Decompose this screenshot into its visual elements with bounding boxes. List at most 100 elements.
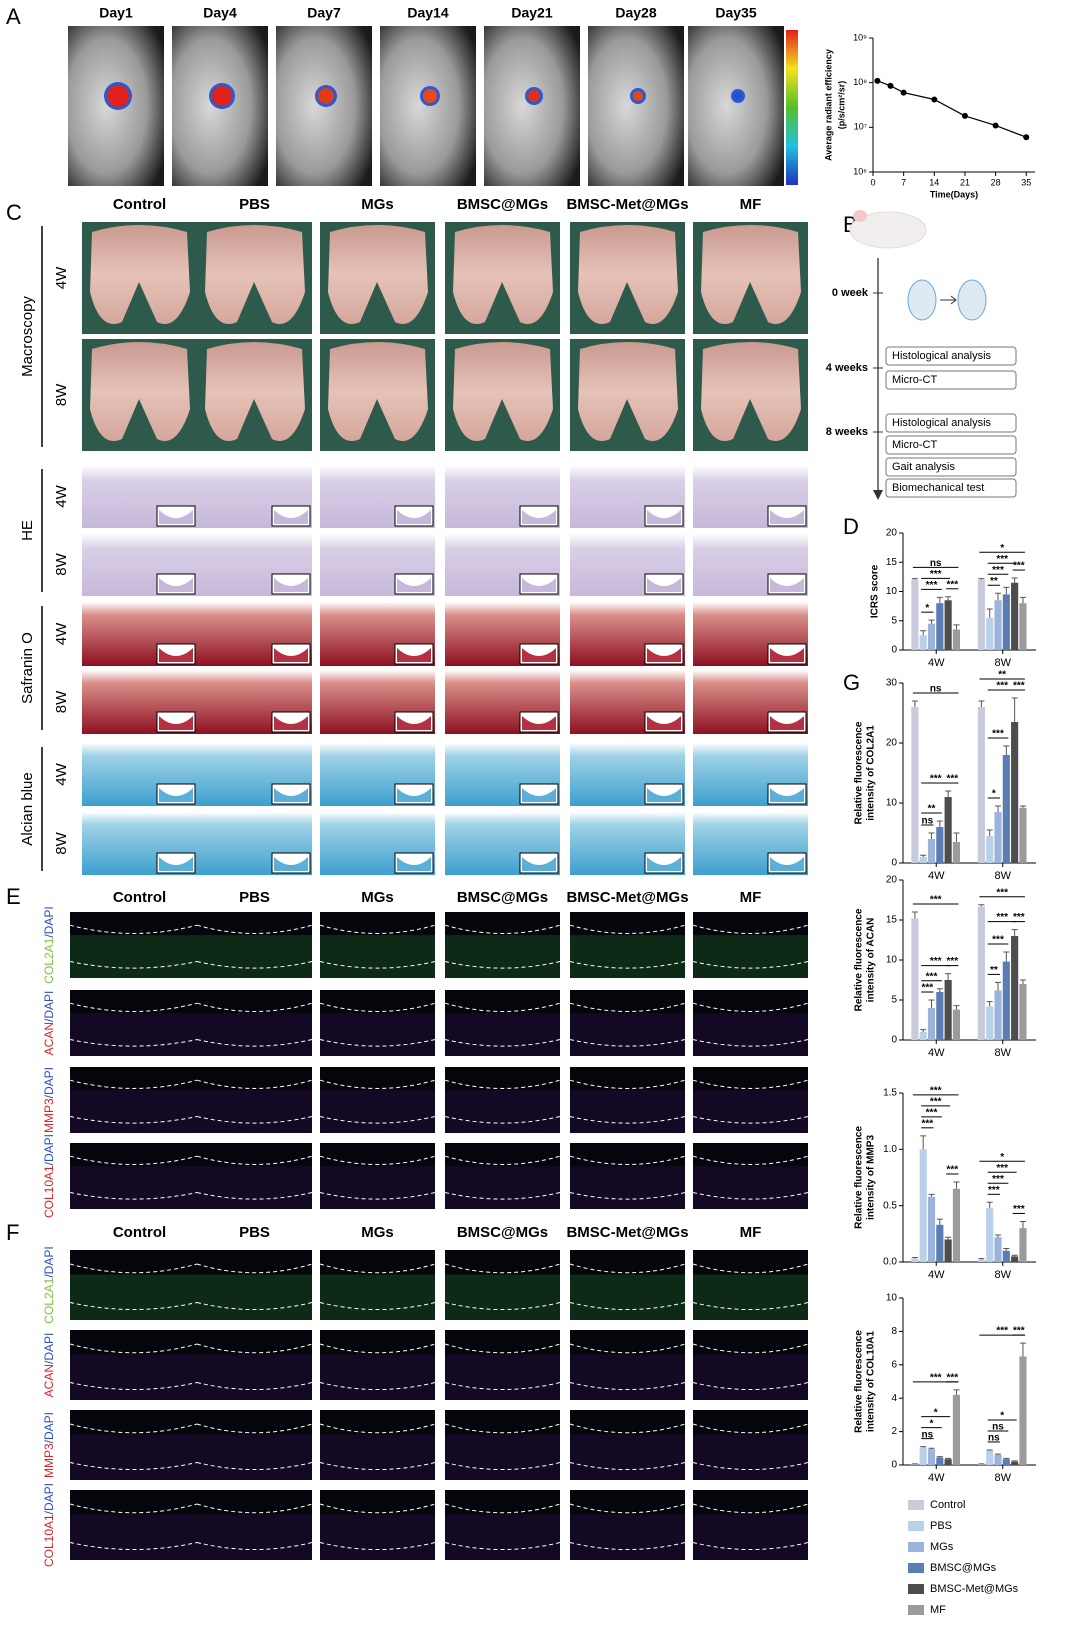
knee-icon [958, 280, 986, 320]
y-tick-label: 4 [891, 1393, 897, 1404]
day-label: Day21 [511, 5, 552, 21]
tissue-glow [70, 1275, 197, 1321]
x-tick-label: 0 [870, 177, 875, 187]
y-axis-label: Relative fluorescence [854, 1330, 865, 1433]
point [931, 96, 937, 102]
significance-label: *** [930, 956, 942, 967]
significance-label: *** [992, 1174, 1004, 1185]
legend-label: Control [930, 1499, 965, 1511]
ivis-image [588, 26, 684, 186]
time-label: 4W [53, 762, 70, 785]
panel-label: E [6, 884, 21, 909]
error-bar [1012, 1255, 1018, 1256]
tissue-glow [445, 1515, 560, 1561]
bar [936, 1457, 943, 1465]
y-tick-label: 30 [886, 678, 898, 689]
error-bar [1020, 1343, 1026, 1356]
bar [920, 635, 927, 650]
tissue-glow [693, 1166, 808, 1209]
bar [978, 1260, 985, 1262]
bar [911, 1259, 918, 1262]
tissue-glow [70, 1515, 197, 1561]
error-bar [945, 791, 951, 797]
column-header: MGs [361, 889, 394, 906]
bar [978, 906, 985, 1040]
bar [953, 630, 960, 650]
column-header: MF [740, 196, 762, 213]
significance-label: ns [930, 684, 942, 695]
stain-marker: COL10A1 [42, 1165, 56, 1218]
tissue-glow [693, 1435, 808, 1481]
error-bar [978, 579, 984, 580]
tissue-glow [693, 1355, 808, 1401]
column-header: BMSC-Met@MGs [566, 1224, 688, 1241]
bar [1019, 1356, 1026, 1465]
y-axis-label: intensity of COL10A1 [866, 1331, 877, 1433]
legend-swatch [908, 1521, 924, 1531]
tissue-glow [197, 1435, 312, 1481]
legend-label: BMSC-Met@MGs [930, 1583, 1019, 1595]
y-tick-label: 10⁶ [853, 166, 867, 176]
error-bar [953, 1390, 959, 1395]
error-bar [978, 701, 984, 707]
error-bar [937, 1457, 943, 1458]
y-tick-label: 20 [886, 528, 898, 539]
ivis-image [484, 26, 580, 186]
bar [1019, 984, 1026, 1040]
error-bar [953, 1006, 959, 1010]
error-bar [945, 1458, 951, 1459]
significance-label: *** [926, 580, 938, 591]
point [874, 78, 880, 84]
bar [986, 618, 993, 650]
tissue-glow [693, 1090, 808, 1133]
error-bar [1020, 597, 1026, 603]
significance-label: * [1000, 1152, 1004, 1163]
tissue-glow [70, 1166, 197, 1209]
significance-label: *** [926, 971, 938, 982]
legend-label: MF [930, 1604, 946, 1616]
error-bar [995, 1235, 1001, 1237]
mouse-ear [853, 210, 867, 222]
x-tick-label: 8W [995, 657, 1012, 669]
stain-marker: COL2A1 [42, 937, 56, 983]
x-tick-label: 7 [901, 177, 906, 187]
bar [994, 600, 1001, 650]
day-label: Day28 [615, 5, 656, 21]
y-tick-label: 10 [886, 955, 898, 966]
significance-label: * [1000, 543, 1004, 554]
significance-label: ns [922, 1429, 934, 1440]
error-bar [929, 620, 935, 624]
column-header: BMSC@MGs [457, 889, 548, 906]
x-tick-label: 4W [928, 1047, 945, 1059]
stain-counter: /DAPI [42, 1483, 56, 1514]
row-label: Alcian blue [19, 772, 36, 845]
tissue-glow [445, 1435, 560, 1481]
tissue-glow [570, 1090, 685, 1133]
tissue-glow [693, 935, 808, 978]
y-tick-label: 0.5 [883, 1200, 897, 1211]
tissue-glow [197, 1275, 312, 1321]
error-bar [995, 806, 1001, 812]
tissue-glow [320, 1090, 435, 1133]
bar [986, 1451, 993, 1465]
legend-swatch [908, 1605, 924, 1615]
error-bar [929, 1000, 935, 1008]
significance-label: *** [930, 774, 942, 785]
bar [953, 1010, 960, 1040]
bar [945, 1459, 952, 1465]
tissue-glow [197, 1515, 312, 1561]
column-header: Control [113, 196, 166, 213]
column-header: BMSC-Met@MGs [566, 889, 688, 906]
stain-marker: MMP3 [42, 1098, 56, 1133]
point [993, 122, 999, 128]
bar [1011, 936, 1018, 1040]
x-tick-label: 14 [929, 177, 939, 187]
bar [1019, 808, 1026, 863]
y-axis-label: Relative fluorescence [854, 1126, 865, 1229]
error-bar [995, 982, 1001, 990]
stain-marker: COL10A1 [42, 1514, 56, 1567]
panel-label: D [843, 514, 859, 539]
y-tick-label: 1.5 [883, 1088, 897, 1099]
legend-label: MGs [930, 1541, 954, 1553]
error-bar [1003, 587, 1009, 594]
